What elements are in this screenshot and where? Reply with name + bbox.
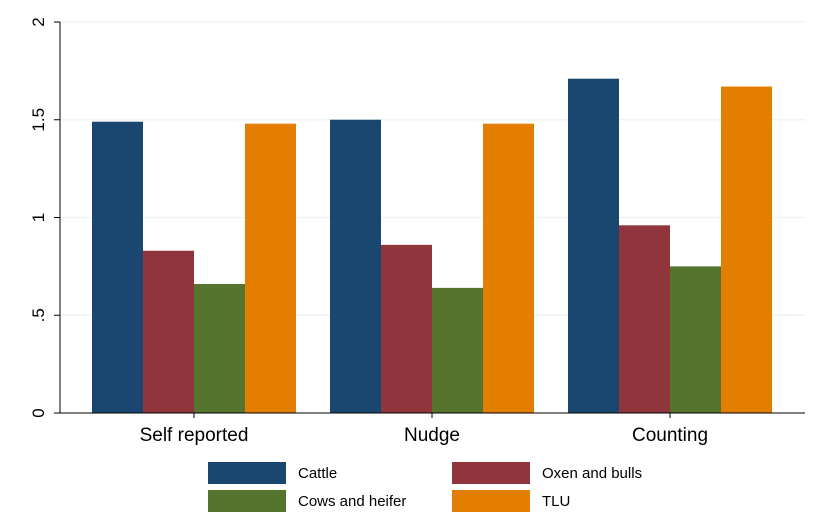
bar (619, 225, 670, 413)
legend: Cattle Oxen and bulls Cows and heifer TLU (208, 462, 642, 512)
y-tick-label: 0 (29, 408, 48, 417)
bar (721, 86, 772, 413)
legend-swatch (452, 462, 530, 484)
bar (568, 78, 619, 413)
legend-swatch (208, 490, 286, 512)
y-tick-label: .5 (29, 308, 48, 322)
y-tick-label: 1 (29, 213, 48, 222)
x-tick-label: Nudge (404, 425, 460, 446)
bar (381, 244, 432, 413)
bars (92, 78, 772, 413)
bar (143, 250, 194, 413)
axes: Self reported Nudge Counting 0 .5 1 1.5 2 (29, 17, 805, 446)
bar (194, 283, 245, 413)
legend-label: Cattle (298, 465, 337, 482)
x-tick-label: Self reported (140, 425, 249, 446)
y-tick-label: 2 (29, 17, 48, 26)
bar (432, 287, 483, 413)
legend-swatch (208, 462, 286, 484)
x-tick-label: Counting (632, 425, 708, 446)
bar (483, 123, 534, 413)
legend-label: Oxen and bulls (542, 465, 642, 482)
legend-swatch (452, 490, 530, 512)
bar (92, 121, 143, 413)
y-tick-label: 1.5 (29, 108, 48, 132)
bar (670, 266, 721, 413)
legend-label: TLU (542, 493, 570, 510)
bar (245, 123, 296, 413)
legend-label: Cows and heifer (298, 493, 406, 510)
bar (330, 119, 381, 413)
